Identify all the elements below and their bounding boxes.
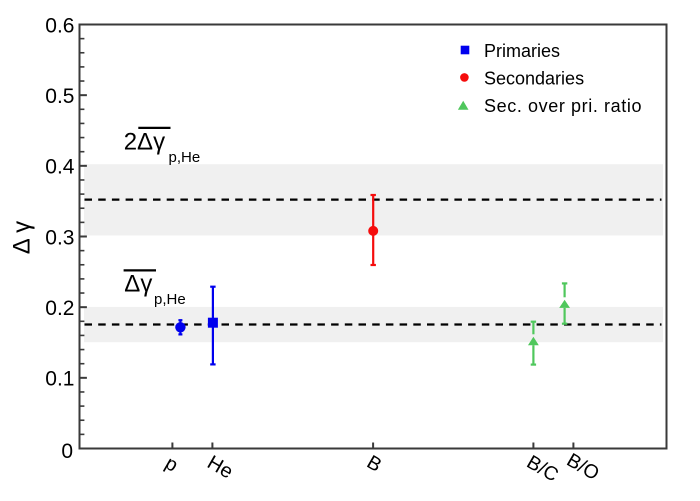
svg-text:Sec. over pri. ratio: Sec. over pri. ratio — [484, 96, 642, 116]
svg-text:Primaries: Primaries — [484, 41, 560, 61]
svg-text:p,He: p,He — [154, 291, 186, 308]
svg-text:0.3: 0.3 — [45, 226, 74, 249]
svg-text:0.5: 0.5 — [45, 85, 74, 108]
svg-text:2Δγ: 2Δγ — [124, 128, 165, 155]
svg-text:Secondaries: Secondaries — [484, 69, 584, 89]
svg-text:Δγ: Δγ — [124, 270, 152, 297]
svg-text:0.1: 0.1 — [45, 368, 74, 391]
svg-text:p,He: p,He — [169, 149, 201, 166]
svg-text:0.6: 0.6 — [45, 14, 74, 37]
svg-text:0.4: 0.4 — [45, 156, 75, 179]
svg-text:0: 0 — [61, 440, 73, 463]
svg-text:0.2: 0.2 — [45, 297, 74, 320]
svg-text:Δ γ: Δ γ — [9, 221, 36, 254]
